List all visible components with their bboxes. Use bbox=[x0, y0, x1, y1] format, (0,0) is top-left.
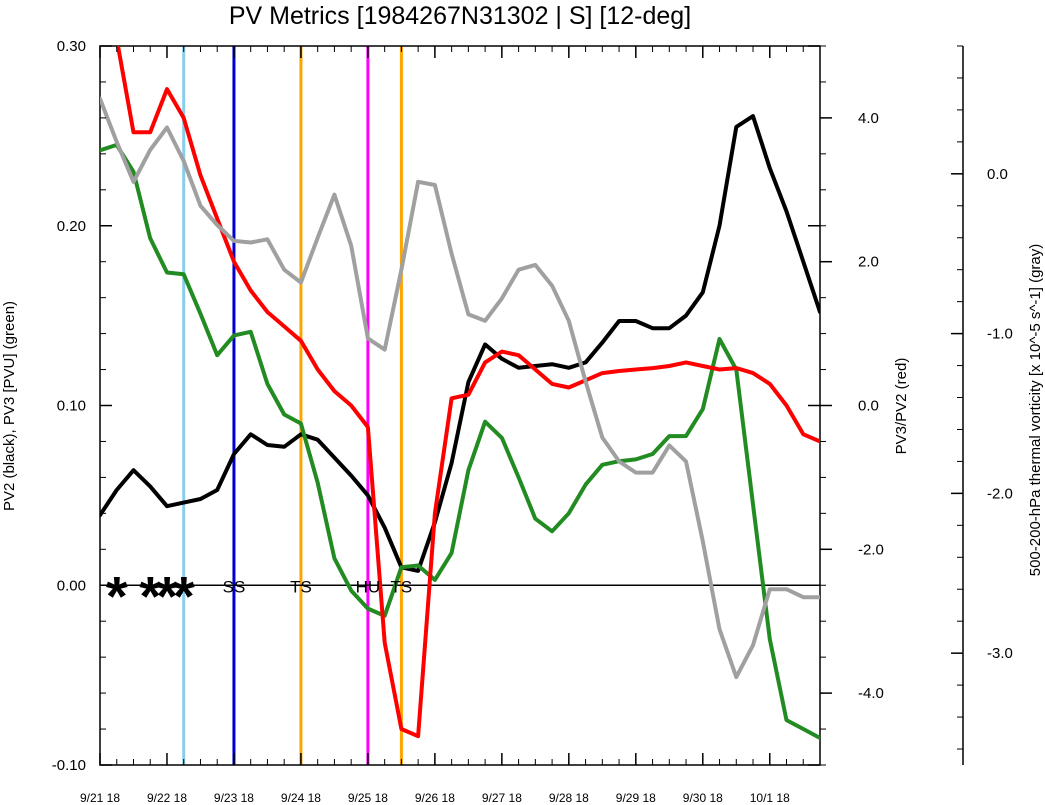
storm-label: * bbox=[156, 564, 178, 627]
x-tick-label: 9/22 18 bbox=[147, 791, 187, 805]
x-tick-label: 10/1 18 bbox=[750, 791, 790, 805]
series-line bbox=[100, 96, 820, 680]
storm-label: TS bbox=[391, 577, 413, 596]
storm-label: * bbox=[139, 564, 161, 627]
far-right-tick-label: -2.0 bbox=[987, 485, 1013, 502]
y-axis-left-label: PV2 (black), PV3 [PVU] (green) bbox=[1, 301, 18, 511]
x-tick-label: 9/30 18 bbox=[683, 791, 723, 805]
chart-title: PV Metrics [1984267N31302 | S] [12-deg] bbox=[229, 2, 691, 30]
left-tick-label: 0.30 bbox=[57, 38, 86, 55]
far-right-tick-label: -1.0 bbox=[987, 326, 1013, 343]
left-tick-label: 0.20 bbox=[57, 218, 86, 235]
storm-label: HU bbox=[356, 577, 381, 596]
y-axis-far-right-label: 500-200-hPa thermal vorticity [x 10^-5 s… bbox=[1027, 244, 1044, 577]
x-tick-label: 9/25 18 bbox=[348, 791, 388, 805]
plot-border bbox=[99, 45, 821, 766]
storm-label: TS bbox=[290, 577, 312, 596]
left-tick-label: 0.00 bbox=[57, 577, 86, 594]
x-tick-label: 9/27 18 bbox=[482, 791, 522, 805]
series-line bbox=[100, 114, 820, 573]
marker-lines bbox=[182, 46, 403, 765]
far-right-tick-label: -3.0 bbox=[987, 645, 1013, 662]
series-line bbox=[100, 142, 820, 740]
plot-frame bbox=[99, 45, 821, 766]
x-tick-label: 9/28 18 bbox=[549, 791, 589, 805]
left-tick-label: 0.10 bbox=[57, 398, 86, 415]
x-tick-label: 9/24 18 bbox=[281, 791, 321, 805]
right-tick-label: -4.0 bbox=[858, 685, 884, 702]
x-tick-label: 9/23 18 bbox=[214, 791, 254, 805]
y-axis-right-label: PV3/PV2 (red) bbox=[893, 358, 910, 455]
axes: -0.10 0.00 0.10 0.20 0.30 -4.0 -2.0 0.0 2.0 4.0 0.… bbox=[52, 38, 1013, 805]
storm-label: * bbox=[106, 564, 128, 627]
storm-label: * bbox=[173, 564, 195, 627]
right-tick-label: 0.0 bbox=[858, 398, 879, 415]
x-tick-label: 9/26 18 bbox=[415, 791, 455, 805]
right-tick-label: 4.0 bbox=[858, 110, 879, 127]
storm-label: SS bbox=[223, 577, 246, 596]
storm-labels: * *** SS TS HU TS bbox=[106, 564, 412, 627]
right-tick-label: 2.0 bbox=[858, 254, 879, 271]
right-tick-label: -2.0 bbox=[858, 541, 884, 558]
series-lines bbox=[100, 46, 820, 740]
far-right-tick-label: 0.0 bbox=[987, 166, 1008, 183]
x-tick-label: 9/29 18 bbox=[616, 791, 656, 805]
left-tick-label: -0.10 bbox=[52, 757, 86, 774]
x-tick-label: 9/21 18 bbox=[80, 791, 120, 805]
